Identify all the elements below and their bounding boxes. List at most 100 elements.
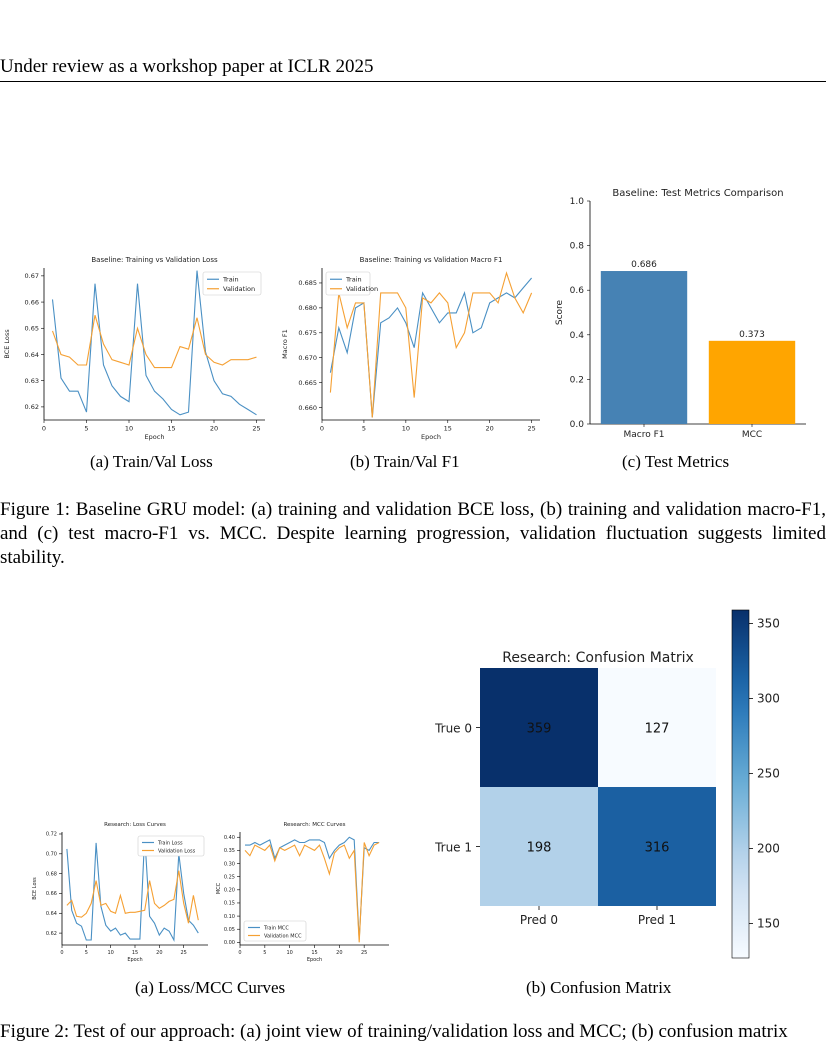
colorbar-tick-label: 200: [757, 842, 780, 856]
y-tick-label: 0.25: [224, 874, 235, 880]
y-tick-label: 0.65: [25, 325, 39, 333]
legend-label: Validation: [346, 285, 378, 293]
chart-title: Research: MCC Curves: [283, 822, 345, 828]
heatmap-cell: [480, 668, 598, 787]
legend-label: Validation MCC: [264, 933, 302, 939]
series-line-validation-loss: [66, 870, 199, 924]
x-tick-label: 0: [42, 425, 46, 433]
figure1-subcaption-a: (a) Train/Val Loss: [90, 452, 213, 471]
cell-value: 316: [645, 841, 670, 856]
legend-label: Train MCC: [263, 925, 289, 931]
x-tick-label: Macro F1: [623, 430, 664, 440]
x-tick-label: 25: [527, 425, 535, 433]
y-tick-label: 0.68: [46, 871, 57, 877]
y-tick-label: 0.0: [570, 420, 585, 430]
y-tick-label: 0.15: [224, 901, 235, 907]
y-tick-label: 0.665: [298, 379, 317, 387]
chart-title: Baseline: Test Metrics Comparison: [612, 188, 783, 199]
y-tick-label: 0.8: [570, 242, 585, 252]
y-tick-label: 0.660: [298, 404, 317, 412]
row-label: True 1: [434, 841, 472, 855]
figure1-subcaption-c: (c) Test Metrics: [622, 452, 730, 471]
y-tick-label: 0.62: [25, 403, 39, 411]
y-axis-label: BCE Loss: [3, 329, 11, 359]
figure2-mcc-chart: 0 5 10 15 20 25 0.00 0.05 0.10 0.15 0.20 0.25 0.30 0.…: [216, 812, 406, 972]
legend-label: Validation: [223, 285, 255, 293]
figure1-loss-chart: 0 5 10 15 20 25 0.62 0.63 0.64 0.65 0.66 0.67 Baseli…: [0, 248, 270, 443]
y-tick-label: 0.670: [298, 354, 317, 362]
y-tick-label: 1.0: [570, 197, 585, 207]
colorbar-tick-label: 300: [757, 692, 780, 706]
x-tick-label: 25: [361, 950, 367, 956]
x-tick-label: 5: [263, 950, 266, 956]
x-tick-label: MCC: [742, 430, 762, 440]
x-tick-label: 15: [132, 950, 138, 956]
y-tick-label: 0.66: [25, 298, 39, 306]
x-tick-label: 15: [311, 950, 317, 956]
legend-label: Validation Loss: [158, 848, 196, 854]
heatmap-cell: [598, 668, 716, 787]
colorbar-tick-label: 350: [757, 617, 780, 631]
x-axis-label: Epoch: [421, 433, 441, 441]
cell-value: 359: [527, 722, 552, 737]
page-header: Under review as a workshop paper at ICLR…: [0, 56, 374, 77]
series-line-train: [329, 277, 533, 418]
x-tick-label: 20: [336, 950, 342, 956]
header-rule: [0, 81, 826, 82]
legend-label: Train: [345, 276, 362, 284]
x-tick-label: 25: [252, 425, 260, 433]
x-tick-label: 0: [238, 950, 241, 956]
col-label: Pred 0: [520, 913, 558, 927]
x-tick-label: 10: [286, 950, 292, 956]
figure2-loss-chart: 0 5 10 15 20 25 0.62 0.64 0.66 0.68 0.70 0.72 Resear…: [30, 812, 240, 972]
y-tick-label: 0.680: [298, 304, 317, 312]
series-line-train-loss: [66, 835, 199, 942]
x-axis-label: Epoch: [307, 957, 322, 963]
bar-macro-f1: [600, 271, 688, 424]
x-tick-label: 10: [125, 425, 133, 433]
y-tick-label: 0.20: [224, 888, 235, 894]
y-tick-label: 0.40: [224, 835, 235, 841]
y-tick-label: 0.00: [224, 940, 235, 946]
legend-label: Train: [222, 276, 239, 284]
figure1-test-metrics-chart: 0.0 0.2 0.4 0.6 0.8 1.0 Baseline: Test Metrics…: [550, 180, 810, 445]
x-axis-label: Epoch: [127, 957, 142, 963]
series-line-validation-mcc: [244, 842, 380, 943]
chart-title: Research: Loss Curves: [104, 822, 166, 828]
figure2-subcaption-b: (b) Confusion Matrix: [526, 978, 672, 997]
figure1-caption: Figure 1: Baseline GRU model: (a) traini…: [0, 499, 826, 568]
x-tick-label: 20: [210, 425, 218, 433]
legend-box: [137, 835, 205, 857]
bar-value-label: 0.686: [631, 260, 657, 270]
y-tick-label: 0.62: [46, 931, 57, 937]
y-tick-label: 0.30: [224, 861, 235, 867]
y-tick-label: 0.6: [570, 286, 585, 296]
y-axis-label: MCC: [216, 882, 222, 894]
y-tick-label: 0.4: [570, 331, 585, 341]
y-tick-label: 0.10: [224, 914, 235, 920]
row-label: True 0: [434, 722, 472, 736]
col-label: Pred 1: [638, 913, 676, 927]
bar-value-label: 0.373: [739, 330, 765, 340]
figure1-f1-chart: 0 5 10 15 20 25 0.660 0.665 0.670 0.675 0.680 0.685…: [278, 248, 548, 443]
chart-title: Baseline: Training vs Validation Loss: [91, 256, 218, 264]
legend-label: Train Loss: [157, 840, 183, 846]
cell-value: 198: [527, 841, 552, 856]
x-tick-label: 15: [167, 425, 175, 433]
y-tick-label: 0.675: [298, 329, 317, 337]
x-axis-label: Epoch: [145, 433, 165, 441]
x-tick-label: 0: [60, 950, 63, 956]
chart-title: Baseline: Training vs Validation Macro F…: [360, 256, 503, 264]
x-tick-label: 20: [156, 950, 162, 956]
x-tick-label: 5: [84, 425, 88, 433]
bar-mcc: [708, 340, 796, 424]
x-tick-label: 10: [107, 950, 113, 956]
y-axis-label: Macro F1: [281, 329, 289, 359]
series-line-validation: [329, 271, 533, 418]
figure2-caption: Figure 2: Test of our approach: (a) join…: [0, 1021, 788, 1042]
x-tick-label: 10: [402, 425, 410, 433]
x-tick-label: 5: [362, 425, 366, 433]
y-tick-label: 0.35: [224, 848, 235, 854]
x-tick-label: 15: [444, 425, 452, 433]
colorbar: [731, 609, 750, 959]
